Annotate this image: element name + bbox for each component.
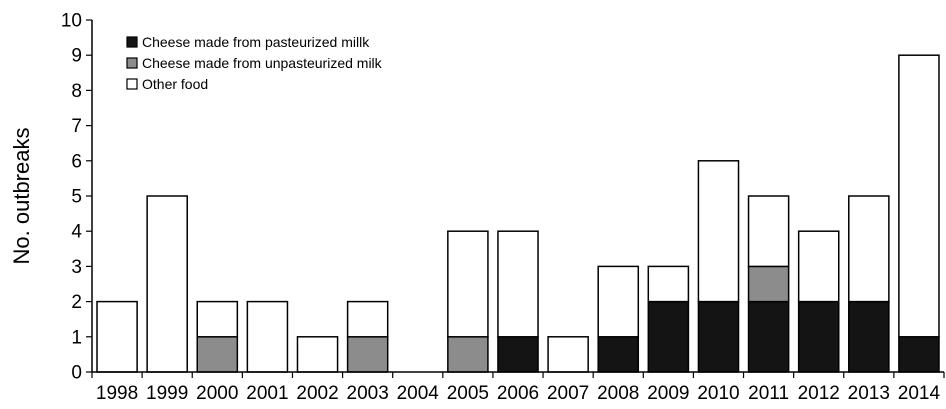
bar-segment-2007-series-2: [547, 336, 589, 373]
bar-segment-2011-series-1: [747, 265, 790, 303]
bar-segment-2009-series-0: [647, 300, 690, 373]
bar-segment-2013-series-2: [848, 195, 890, 303]
bars-group: [96, 54, 940, 373]
y-tick-label: 1: [71, 327, 82, 348]
bar-segment-2005-series-2: [447, 230, 489, 338]
bar-segment-2002-series-2: [296, 336, 339, 373]
x-tick-label: 2006: [497, 383, 539, 404]
y-tick-label: 7: [71, 116, 82, 137]
bar-segment-2003-series-1: [346, 336, 389, 373]
bar-segment-2008-series-0: [597, 336, 640, 373]
x-tick-label: 2008: [597, 383, 639, 404]
bar-segment-2006-series-2: [497, 230, 539, 338]
bar-segment-2014-series-0: [898, 336, 940, 373]
x-tick-label: 2014: [898, 383, 941, 404]
y-tick-label: 4: [71, 222, 82, 243]
x-tick-label: 2007: [547, 383, 589, 404]
bar-segment-2000-series-2: [196, 300, 239, 338]
bar-segment-2010-series-2: [697, 160, 740, 303]
y-tick-label: 0: [71, 363, 82, 384]
legend-swatch: [126, 57, 138, 69]
x-tick-label: 2004: [397, 383, 440, 404]
y-tick-label: 6: [71, 151, 82, 172]
legend-swatch: [126, 36, 138, 48]
x-tick-label: 2009: [647, 383, 689, 404]
legend: Cheese made from pasteurized millk Cheese…: [126, 34, 383, 92]
y-tick-label: 3: [71, 257, 82, 278]
x-tick-label: 2002: [296, 383, 338, 404]
x-tick-label: 2000: [196, 383, 238, 404]
x-tick-label: 1998: [96, 383, 138, 404]
x-tick-label: 1999: [146, 383, 188, 404]
x-tick-label: 2011: [748, 383, 789, 404]
legend-label: Cheese made from unpasteurized milk: [142, 55, 383, 71]
legend-swatch: [126, 78, 138, 90]
y-tick-label: 9: [71, 46, 82, 67]
y-axis-title: No. outbreaks: [9, 128, 34, 265]
bar-segment-1998-series-2: [96, 300, 138, 373]
bar-segment-2009-series-2: [647, 265, 690, 303]
x-tick-label: 2010: [697, 383, 739, 404]
bar-segment-2014-series-2: [898, 54, 940, 338]
bar-segment-2011-series-2: [747, 195, 790, 268]
bar-segment-2001-series-2: [246, 300, 289, 373]
bar-segment-2013-series-0: [848, 300, 890, 373]
y-ticks-group: 0 1 2 3 4 5 6 7 8 9 10: [61, 11, 92, 384]
x-tick-label: 2001: [246, 383, 288, 404]
y-tick-label: 5: [71, 187, 82, 208]
x-tick-label: 2012: [798, 383, 840, 404]
legend-label: Other food: [142, 76, 208, 92]
x-tick-label: 2005: [447, 383, 489, 404]
bar-segment-2011-series-0: [747, 300, 790, 373]
bar-segment-2006-series-0: [497, 336, 539, 373]
bar-segment-2003-series-2: [346, 300, 389, 338]
x-ticks-group: 1998 1999 2000 2001 2002 2003 2004 2005 2006 2007…: [91, 372, 945, 404]
bar-segment-2008-series-2: [597, 265, 640, 338]
bar-segment-1999-series-2: [146, 195, 188, 373]
x-tick-label: 2013: [848, 383, 890, 404]
y-tick-label: 10: [61, 11, 82, 32]
y-tick-label: 8: [71, 81, 82, 102]
legend-label: Cheese made from pasteurized millk: [142, 34, 370, 50]
bar-segment-2005-series-1: [447, 336, 489, 373]
x-tick-label: 2003: [347, 383, 389, 404]
y-tick-label: 2: [71, 292, 82, 313]
bar-segment-2012-series-2: [797, 230, 840, 303]
bar-segment-2012-series-0: [797, 300, 840, 373]
bar-segment-2010-series-0: [697, 300, 740, 373]
bar-segment-2000-series-1: [196, 336, 239, 373]
